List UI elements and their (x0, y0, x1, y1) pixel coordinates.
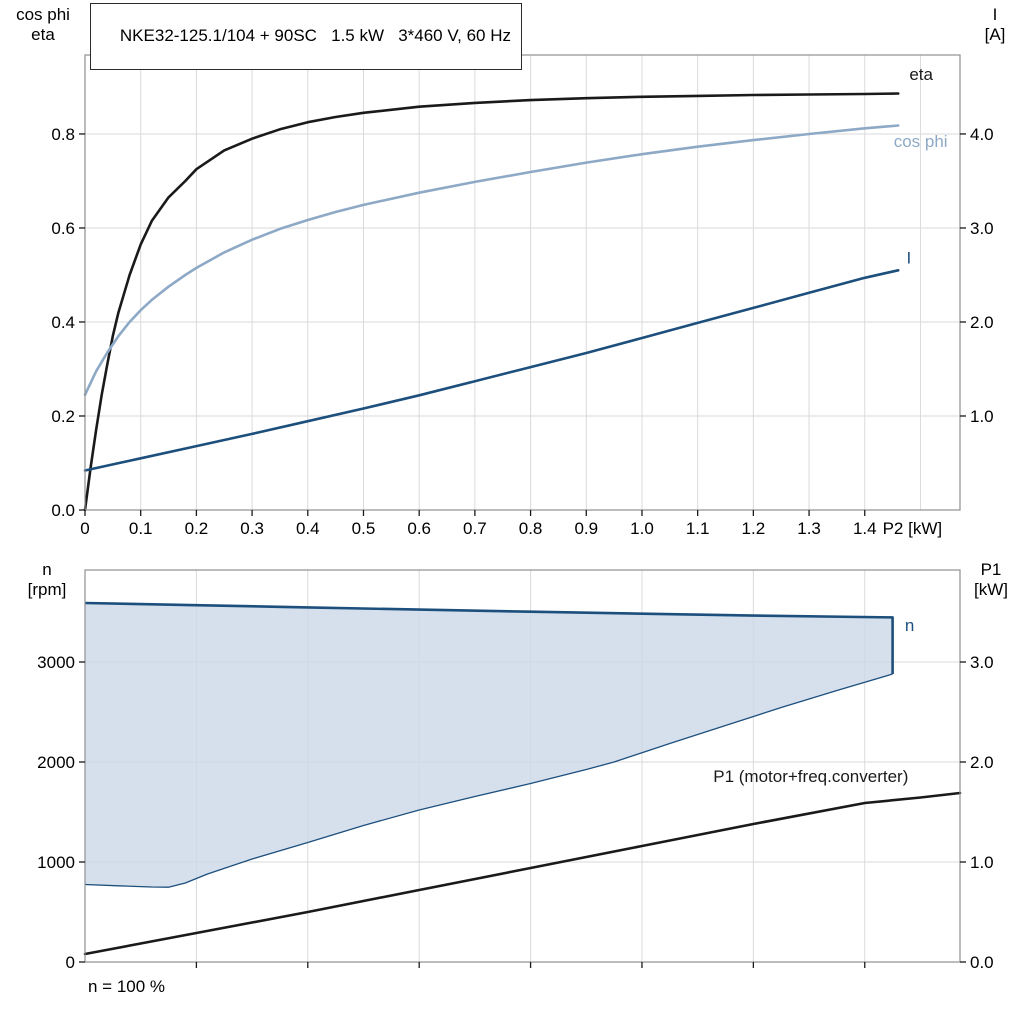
x-tick-label: 0 (80, 519, 89, 538)
left-tick-label: 0.2 (51, 407, 75, 426)
series-label-eta: eta (909, 65, 933, 84)
series-current-line (83, 268, 900, 472)
top-left-axis-title: cos phi eta (4, 5, 82, 45)
x-tick-label: 0.7 (463, 519, 487, 538)
plot-border (84, 54, 961, 511)
right-tick-label: 3.0 (970, 653, 994, 672)
left-tick-label: 1000 (37, 853, 75, 872)
series-speed-band-upper-line (84, 601, 894, 674)
x-tick-label: 1.3 (797, 519, 821, 538)
series-cos-phi-line (83, 124, 900, 397)
x-tick-label: 1.0 (630, 519, 654, 538)
series-label-speed-band: n (905, 616, 914, 635)
x-tick-label: 1.4 (853, 519, 877, 538)
x-tick-label: 0.5 (352, 519, 376, 538)
left-tick-label: 0.4 (51, 313, 75, 332)
x-tick-label: 0.2 (185, 519, 209, 538)
left-axis-title-line2: eta (31, 25, 55, 45)
series-label-p1: P1 (motor+freq.converter) (713, 767, 908, 786)
x-tick-label: 0.6 (407, 519, 431, 538)
operating-band-fill (85, 603, 893, 888)
x-axis-unit-label: P2 [kW] (883, 519, 943, 538)
right-tick-label: 1.0 (970, 407, 994, 426)
x-tick-label: 0.1 (129, 519, 153, 538)
x-tick-label: 1.1 (686, 519, 710, 538)
bottom-right-axis-title: P1 [kW] (961, 560, 1021, 600)
right-tick-label: 2.0 (970, 313, 994, 332)
x-tick-label: 0.3 (240, 519, 264, 538)
speed-axis-title-line2: [rpm] (27, 580, 67, 600)
bottom-chart: n P1 (motor+freq.converter) 0 1000 2000 3000 0… (37, 569, 994, 972)
left-tick-label: 0.0 (51, 501, 75, 520)
right-tick-label: 4.0 (970, 125, 994, 144)
p1-axis-title-line1: P1 (980, 560, 1002, 579)
right-axis-title-line1: I (992, 5, 998, 24)
chart-title: NKE32-125.1/104 + 90SC 1.5 kW 3*460 V, 6… (119, 26, 511, 45)
left-tick-label: 0.6 (51, 219, 75, 238)
bottom-left-axis-title: n [rpm] (14, 560, 80, 600)
left-tick-label: 0 (66, 953, 75, 972)
right-tick-label: 2.0 (970, 753, 994, 772)
p1-axis-title-line2: [kW] (974, 580, 1008, 600)
left-axis-title-line1: cos phi (16, 5, 70, 24)
left-tick-label: 0.8 (51, 125, 75, 144)
series-p1-line (83, 791, 962, 956)
top-right-axis-title: I [A] (972, 5, 1018, 45)
right-tick-label: 1.0 (970, 853, 994, 872)
x-tick-label: 0.9 (574, 519, 598, 538)
x-tick-label: 0.8 (519, 519, 543, 538)
right-axis-title-line2: [A] (984, 25, 1006, 45)
right-tick-label: 0.0 (970, 953, 994, 972)
speed-axis-title-line1: n (42, 560, 52, 579)
series-speed-band-lower-line (84, 673, 893, 888)
right-tick-label: 3.0 (970, 219, 994, 238)
x-tick-label: 0.4 (296, 519, 320, 538)
speed-annotation: n = 100 % (88, 977, 166, 996)
chart-title-box: NKE32-125.1/104 + 90SC 1.5 kW 3*460 V, 6… (90, 3, 522, 70)
plot-border (84, 569, 961, 963)
series-label-current: I (907, 249, 912, 268)
series-label-cos-phi: cos phi (894, 132, 948, 151)
top-chart: eta cos phi I 0 0.1 0.2 0.3 0.4 0.5 0.6 0.7 0.8 0.9 1… (51, 54, 994, 538)
left-tick-label: 2000 (37, 753, 75, 772)
x-tick-label: 1.2 (742, 519, 766, 538)
left-tick-label: 3000 (37, 653, 75, 672)
